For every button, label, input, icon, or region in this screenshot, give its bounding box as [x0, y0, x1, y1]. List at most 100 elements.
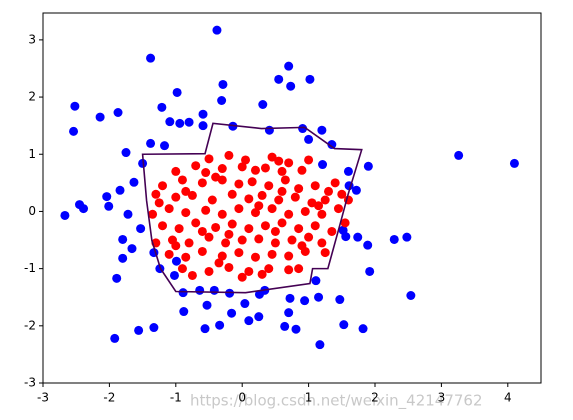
y-tick-label: -1: [24, 261, 36, 275]
point: [151, 189, 161, 199]
point: [187, 270, 197, 280]
point: [280, 321, 290, 331]
point: [280, 175, 290, 185]
point: [314, 292, 324, 302]
point: [300, 296, 310, 306]
point: [146, 138, 156, 148]
point: [118, 253, 128, 263]
point: [217, 164, 227, 174]
point: [277, 166, 287, 176]
point: [237, 272, 247, 282]
point: [267, 204, 277, 214]
point: [300, 206, 310, 216]
point: [60, 210, 70, 220]
point: [284, 251, 294, 261]
point: [214, 258, 224, 268]
point: [160, 141, 170, 151]
point: [454, 150, 464, 160]
point: [277, 186, 287, 196]
point: [247, 177, 257, 187]
point: [304, 134, 314, 144]
point: [211, 172, 221, 182]
point: [244, 316, 254, 326]
point: [324, 186, 334, 196]
point: [148, 209, 158, 219]
y-tick-label: 3: [28, 32, 36, 46]
point: [217, 95, 227, 105]
point: [287, 235, 297, 245]
point: [158, 221, 168, 231]
point: [333, 204, 343, 214]
plot-area: [60, 25, 519, 350]
x-tick-label: 2: [371, 391, 379, 405]
point: [191, 161, 201, 171]
point: [310, 181, 320, 191]
x-tick-label: -2: [103, 391, 115, 405]
point: [284, 209, 294, 219]
point: [260, 221, 270, 231]
point: [207, 195, 217, 205]
x-tick-label: 1: [305, 391, 313, 405]
point: [171, 241, 181, 251]
point: [264, 264, 274, 274]
point: [187, 190, 197, 200]
point: [171, 192, 181, 202]
point: [157, 102, 167, 112]
point: [169, 270, 179, 280]
point: [165, 117, 175, 127]
point: [197, 246, 207, 256]
point: [250, 165, 260, 175]
point: [314, 201, 324, 211]
point: [284, 308, 294, 318]
point: [234, 204, 244, 214]
y-tick-label: 0: [28, 204, 36, 218]
point: [363, 161, 373, 171]
point: [224, 229, 234, 239]
point: [224, 150, 234, 160]
point: [158, 181, 168, 191]
point: [123, 209, 133, 219]
y-tick-label: -3: [24, 376, 36, 390]
point: [270, 238, 280, 248]
point: [285, 293, 295, 303]
x-tick-label: 4: [504, 391, 512, 405]
point: [202, 300, 212, 310]
point: [254, 234, 264, 244]
point: [250, 252, 260, 262]
x-tick-label: 0: [238, 391, 246, 405]
point: [154, 198, 164, 208]
axes-frame: [42, 12, 542, 384]
point: [209, 285, 219, 295]
point: [267, 249, 277, 259]
point: [311, 276, 321, 286]
point: [244, 224, 254, 234]
point: [286, 81, 296, 91]
point: [227, 308, 237, 318]
point: [217, 209, 227, 219]
point: [136, 224, 146, 234]
point: [318, 160, 328, 170]
point: [201, 205, 211, 215]
point: [284, 265, 294, 275]
point: [237, 162, 247, 172]
point: [195, 285, 205, 295]
point: [353, 232, 363, 242]
point: [297, 241, 307, 251]
point: [181, 208, 191, 218]
point: [277, 218, 287, 228]
point: [102, 192, 112, 202]
point: [241, 155, 251, 165]
point: [191, 218, 201, 228]
point: [254, 312, 264, 322]
point: [198, 109, 208, 119]
decision-boundary: [141, 122, 363, 294]
point: [389, 234, 399, 244]
point: [291, 324, 301, 334]
point: [70, 101, 80, 111]
point: [365, 266, 375, 276]
point: [337, 189, 347, 199]
point: [175, 118, 185, 128]
point: [171, 166, 181, 176]
point: [363, 240, 373, 250]
